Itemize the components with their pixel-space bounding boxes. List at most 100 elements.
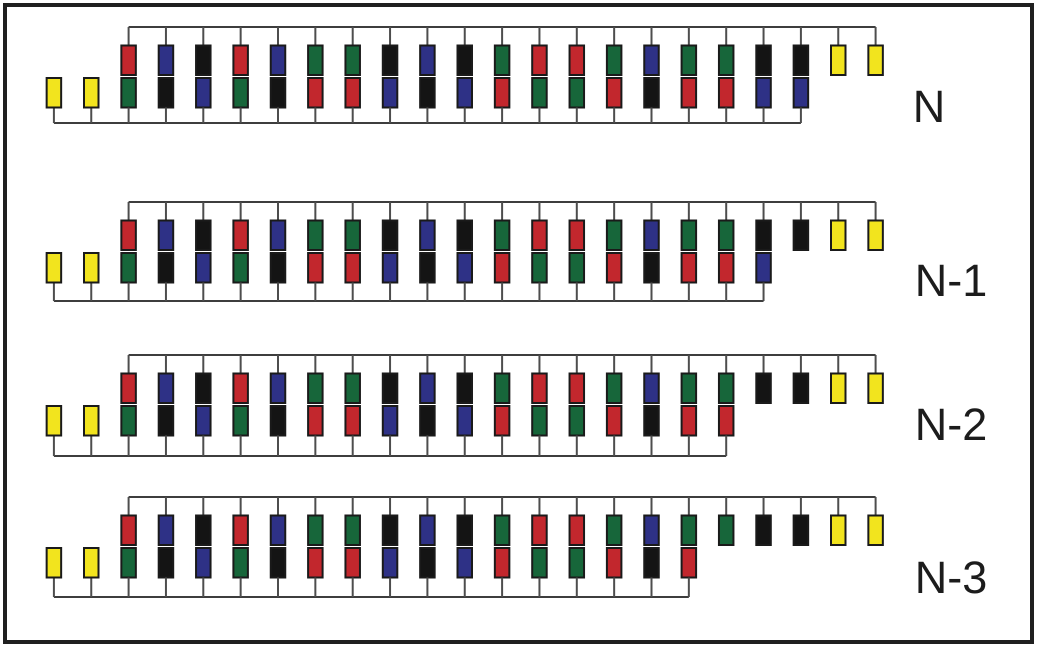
pair-top-red-block xyxy=(120,44,137,76)
pair-top-black-block xyxy=(755,44,772,76)
row-n-1: N-1 xyxy=(45,201,987,306)
pair-bottom-green-block xyxy=(232,77,249,109)
pair-top-blue-block xyxy=(269,44,287,76)
right-single-yellow-block xyxy=(830,44,847,76)
right-single-yellow-block xyxy=(830,219,847,251)
pair-top-red-block xyxy=(531,514,548,546)
pair-bottom-black-block xyxy=(269,405,287,437)
pair-top-black-block xyxy=(381,219,399,251)
pair-top-green-block xyxy=(493,44,511,76)
pair-bottom-blue-block xyxy=(381,77,399,109)
pair-top-green-block xyxy=(307,44,324,76)
pair-bottom-blue-block xyxy=(755,252,772,284)
pair-bottom-red-block xyxy=(344,405,361,437)
pair-bottom-blue-block xyxy=(195,252,212,284)
row-label: N-3 xyxy=(915,552,988,603)
pair-bottom-green-block xyxy=(120,77,137,109)
pair-top-red-block xyxy=(531,44,548,76)
pair-top-green-block xyxy=(680,219,698,251)
pair-bottom-black-block xyxy=(269,547,287,579)
pair-bottom-green-block xyxy=(531,77,548,109)
pair-bottom-red-block xyxy=(493,77,511,109)
pair-bottom-red-block xyxy=(307,77,324,109)
pair-bottom-green-block xyxy=(120,405,137,437)
pair-top-green-block xyxy=(307,372,324,404)
pair-bottom-green-block xyxy=(531,252,548,284)
pair-bottom-green-block xyxy=(531,405,548,437)
pair-top-green-block xyxy=(717,372,735,404)
pair-top-blue-block xyxy=(419,44,436,76)
pair-bottom-green-block xyxy=(232,252,249,284)
pair-top-blue-block xyxy=(157,514,175,546)
left-single-yellow-block xyxy=(45,405,63,437)
pair-top-blue-block xyxy=(419,219,436,251)
pair-bottom-red-block xyxy=(717,405,735,437)
pair-bottom-red-block xyxy=(493,252,511,284)
pair-top-black-block xyxy=(456,514,473,546)
pair-top-green-block xyxy=(717,514,735,546)
pair-bottom-green-block xyxy=(568,405,586,437)
pair-top-green-block xyxy=(493,372,511,404)
pair-top-black-block xyxy=(381,514,399,546)
pair-top-blue-block xyxy=(643,514,660,546)
pair-bottom-red-block xyxy=(493,547,511,579)
pair-bottom-blue-block xyxy=(456,405,473,437)
pair-top-red-block xyxy=(568,514,586,546)
right-single-yellow-block xyxy=(867,44,884,76)
pair-bottom-black-block xyxy=(157,252,175,284)
pair-top-red-block xyxy=(568,372,586,404)
pair-top-red-block xyxy=(120,372,137,404)
pair-bottom-red-block xyxy=(307,252,324,284)
pair-bottom-black-block xyxy=(643,252,660,284)
pair-bottom-black-block xyxy=(157,405,175,437)
row-n-2: N-2 xyxy=(45,354,988,457)
pair-bottom-black-block xyxy=(269,77,287,109)
pair-top-blue-block xyxy=(157,219,175,251)
pair-top-black-block xyxy=(195,514,212,546)
pair-top-black-block xyxy=(195,44,212,76)
row-n-3: N-3 xyxy=(45,496,988,603)
pair-top-red-block xyxy=(568,219,586,251)
right-single-yellow-block xyxy=(867,514,884,546)
pair-top-blue-block xyxy=(419,514,436,546)
pair-bottom-red-block xyxy=(680,77,698,109)
pair-top-black-block xyxy=(755,372,772,404)
pair-top-black-block xyxy=(456,372,473,404)
left-single-yellow-block xyxy=(83,547,100,579)
pair-top-red-block xyxy=(232,44,249,76)
pair-top-green-block xyxy=(680,514,698,546)
pair-bottom-red-block xyxy=(307,405,324,437)
pair-bottom-green-block xyxy=(120,252,137,284)
pair-top-red-block xyxy=(232,514,249,546)
row-label: N-2 xyxy=(915,399,988,450)
pair-bottom-blue-block xyxy=(195,547,212,579)
pair-top-green-block xyxy=(344,44,361,76)
pair-bottom-green-block xyxy=(120,547,137,579)
pair-top-blue-block xyxy=(269,514,287,546)
pair-bottom-blue-block xyxy=(755,77,772,109)
right-single-yellow-block xyxy=(867,219,884,251)
pair-top-blue-block xyxy=(643,219,660,251)
pair-top-blue-block xyxy=(419,372,436,404)
pair-bottom-red-block xyxy=(680,252,698,284)
left-single-yellow-block xyxy=(45,77,63,109)
pair-bottom-red-block xyxy=(605,252,623,284)
pair-top-black-block xyxy=(755,219,772,251)
pair-top-red-block xyxy=(120,514,137,546)
pair-top-red-block xyxy=(531,219,548,251)
pair-bottom-black-block xyxy=(643,547,660,579)
pair-top-black-block xyxy=(456,219,473,251)
pair-bottom-red-block xyxy=(344,547,361,579)
pair-top-red-block xyxy=(232,372,249,404)
pair-bottom-red-block xyxy=(717,77,735,109)
pair-bottom-green-block xyxy=(568,547,586,579)
right-single-yellow-block xyxy=(867,372,884,404)
pair-bottom-blue-block xyxy=(456,547,473,579)
pair-bottom-black-block xyxy=(643,77,660,109)
left-single-yellow-block xyxy=(83,77,100,109)
pair-top-blue-block xyxy=(643,44,660,76)
pair-top-blue-block xyxy=(269,219,287,251)
pair-top-green-block xyxy=(717,44,735,76)
